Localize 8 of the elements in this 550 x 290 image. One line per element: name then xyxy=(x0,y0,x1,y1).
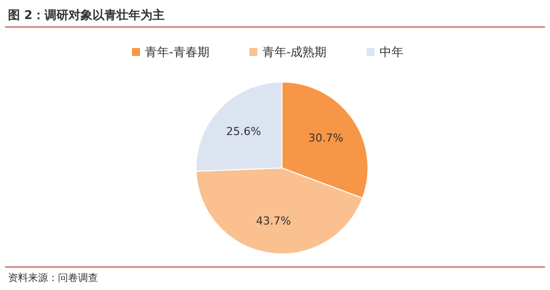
data-label: 30.7% xyxy=(308,132,344,145)
data-label: 25.6% xyxy=(226,125,262,138)
text: 资料来源：问卷调查 xyxy=(8,272,98,284)
chart-title: 图 2：调研对象以青壮年为主 xyxy=(8,8,165,22)
data-label: 43.7% xyxy=(256,214,291,228)
legend-label: 中年 xyxy=(380,45,404,59)
legend-label: 青年-成熟期 xyxy=(262,45,327,59)
legend-label: 青年-青春期 xyxy=(145,45,210,59)
